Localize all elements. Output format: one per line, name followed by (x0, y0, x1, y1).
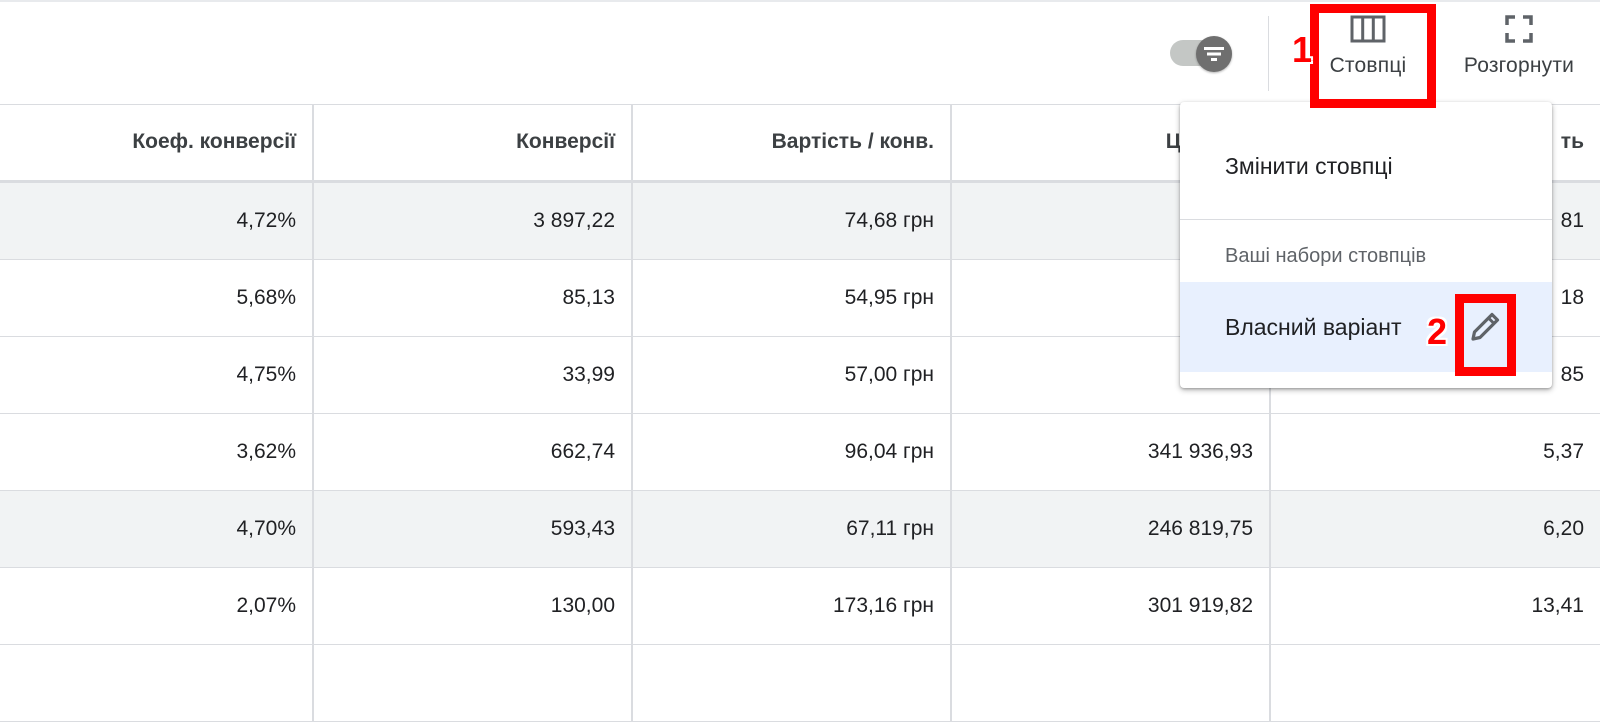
cell-cost-per-conversion: 67,11 грн (632, 490, 952, 568)
cell-conversions: 130,00 (313, 567, 633, 645)
cell-conversion-rate: 4,72% (0, 181, 314, 260)
annotation-step-2: 2 (1427, 311, 1448, 352)
table-row: 4,70% 593,43 67,11 грн 246 819,75 6,20 (0, 490, 1600, 568)
annotation-step-1: 1 (1292, 29, 1313, 70)
cell-cost-per-conversion: 74,68 грн (632, 181, 952, 260)
custom-column-set-label: Власний варіант (1225, 314, 1402, 340)
cell-conversion-rate: 4,70% (0, 490, 314, 568)
toolbar-separator (1268, 16, 1269, 91)
cell-conversion-value: 246 819,75 (951, 490, 1271, 568)
columns-button[interactable]: Стовпці (1312, 14, 1424, 96)
annotation-box-pencil (1455, 294, 1516, 376)
table-row (0, 644, 1600, 722)
cell-value-ratio (1270, 644, 1600, 722)
cell-conversions: 3 897,22 (313, 181, 633, 260)
header-conversions[interactable]: Конверсії (313, 104, 633, 183)
column-sets-heading: Ваші набори стовпців (1225, 245, 1427, 267)
top-divider (0, 0, 1600, 2)
cell-conversion-rate: 2,07% (0, 567, 314, 645)
cell-cost-per-conversion (632, 644, 952, 722)
table-row: 2,07% 130,00 173,16 грн 301 919,82 13,41 (0, 567, 1600, 645)
edit-columns-item[interactable]: Змінити стовпці (1225, 153, 1393, 179)
table-toolbar: Стовпці Розгорнути (0, 2, 1600, 105)
cell-conversion-rate: 3,62% (0, 413, 314, 491)
cell-cost-per-conversion: 54,95 грн (632, 259, 952, 337)
cell-cost-per-conversion: 57,00 грн (632, 336, 952, 414)
expand-label: Розгорнути (1463, 54, 1575, 77)
expand-button[interactable]: Розгорнути (1450, 14, 1588, 96)
header-conversion-rate[interactable]: Коеф. конверсії (0, 104, 314, 183)
cell-conversions: 33,99 (313, 336, 633, 414)
pencil-icon[interactable] (1465, 307, 1505, 347)
annotation-box-columns (1310, 4, 1436, 108)
cell-conversion-rate: 5,68% (0, 259, 314, 337)
cell-cost-per-conversion: 96,04 грн (632, 413, 952, 491)
cell-value-ratio: 13,41 (1270, 567, 1600, 645)
cell-conversion-value: 341 936,93 (951, 413, 1271, 491)
fullscreen-icon (1505, 15, 1533, 43)
cell-conversion-value: 301 919,82 (951, 567, 1271, 645)
cell-conversions (313, 644, 633, 722)
cell-cost-per-conversion: 173,16 грн (632, 567, 952, 645)
filter-toggle[interactable] (1170, 36, 1240, 72)
columns-icon (1350, 15, 1386, 43)
cell-conversion-rate: 4,75% (0, 336, 314, 414)
cell-conversion-rate (0, 644, 314, 722)
cell-conversions: 662,74 (313, 413, 633, 491)
columns-dropdown-menu: Змінити стовпці Ваші набори стовпців Вла… (1180, 102, 1552, 388)
table-row: 4,75% 33,99 57,00 грн 15 85 (0, 336, 1600, 414)
filter-icon (1196, 36, 1232, 72)
cell-value-ratio: 5,37 (1270, 413, 1600, 491)
cell-value-ratio: 6,20 (1270, 490, 1600, 568)
columns-label: Стовпці (1329, 54, 1407, 77)
header-cost-per-conversion[interactable]: Вартість / конв. (632, 104, 952, 183)
cell-conversions: 85,13 (313, 259, 633, 337)
cell-conversions: 593,43 (313, 490, 633, 568)
table-row: 3,62% 662,74 96,04 грн 341 936,93 5,37 (0, 413, 1600, 491)
cell-conversion-value (951, 644, 1271, 722)
menu-divider (1180, 219, 1552, 220)
